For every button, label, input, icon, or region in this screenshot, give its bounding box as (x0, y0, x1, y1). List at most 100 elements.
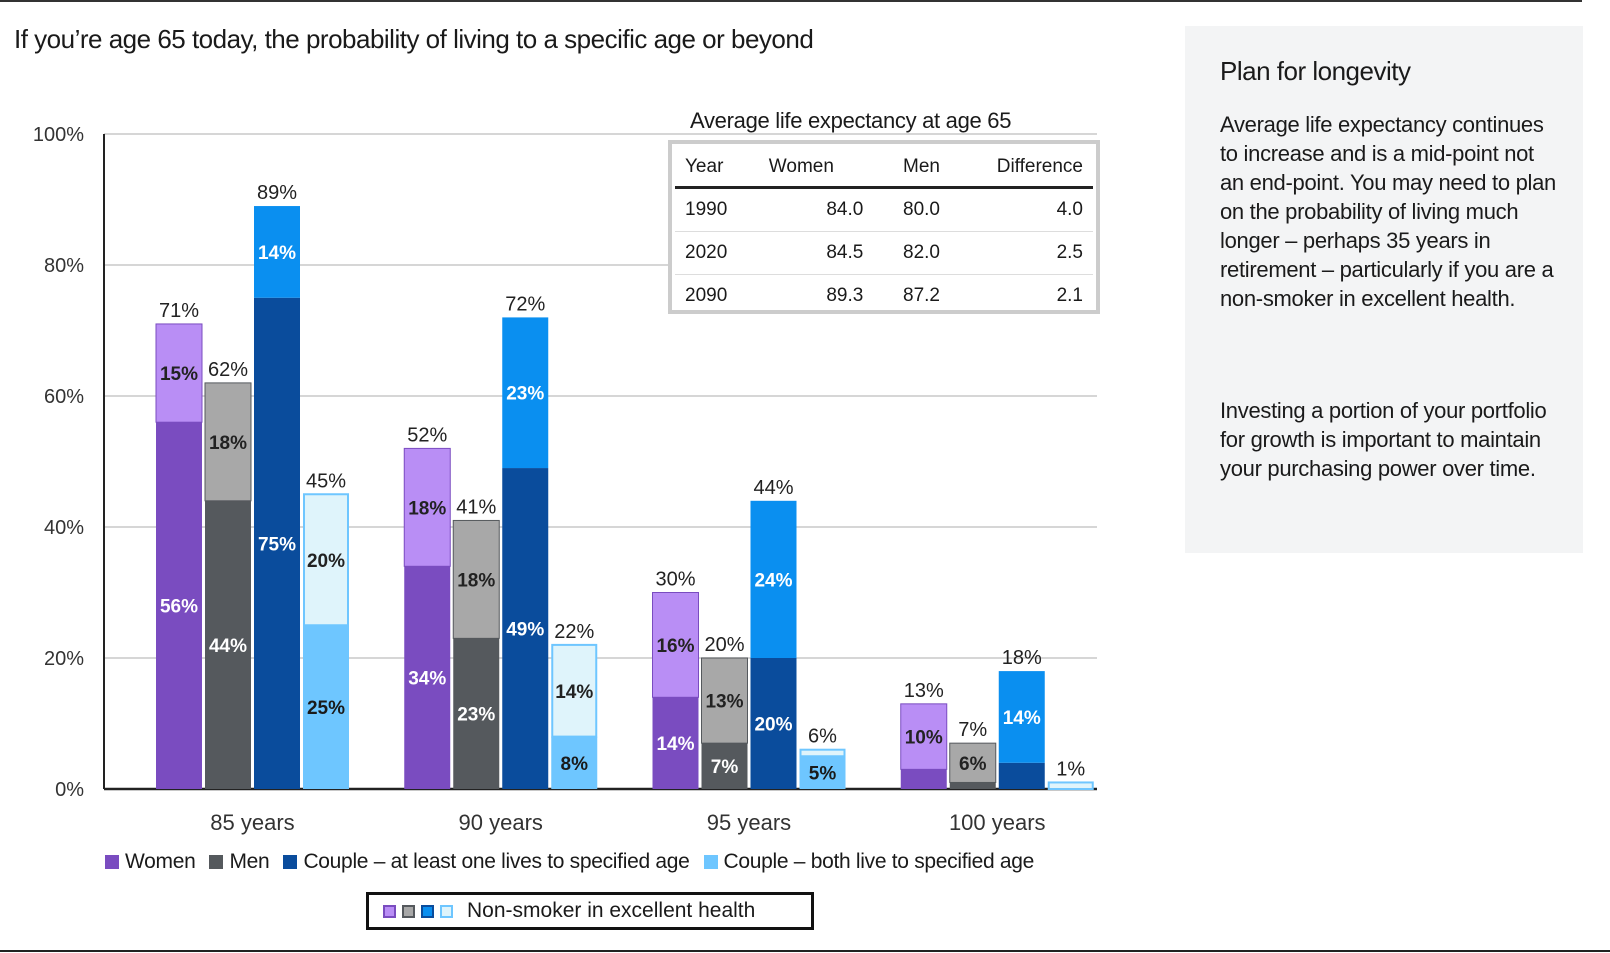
th-women: Women (758, 148, 874, 189)
data-label-total: 52% (407, 424, 447, 446)
data-label-total: 89% (257, 182, 297, 204)
data-label-total: 44% (753, 477, 793, 499)
bar-chart: 0% 20% 40% 60% 80% 100% 85 years 56% 15% 71% 44% 18… (33, 124, 1097, 835)
non-smoker-label: Non-smoker in excellent health (467, 899, 756, 922)
y-tick-label: 60% (44, 386, 84, 408)
data-label-total: 1% (1056, 758, 1085, 780)
swatch-icon (105, 855, 119, 870)
data-label-base: 49% (506, 620, 544, 641)
data-label-total: 22% (554, 621, 594, 643)
th-men: Men (873, 148, 950, 189)
data-label-total: 6% (808, 726, 837, 748)
bar-base (701, 743, 748, 789)
swatch-icon (421, 904, 434, 918)
bar-non-smoker (204, 382, 252, 502)
x-tick-label: 95 years (707, 810, 791, 835)
table-row: 2090 89.3 87.2 2.1 (675, 275, 1093, 318)
bar-base (303, 625, 349, 789)
y-tick-label: 80% (44, 255, 84, 277)
y-tick-label: 40% (44, 517, 84, 539)
table-row: 2020 84.5 82.0 2.5 (675, 231, 1093, 275)
legend-couple-both: Couple – both live to specified age (703, 850, 1035, 874)
data-label-non-smoker: 6% (959, 754, 987, 775)
data-label-non-smoker: 14% (258, 243, 296, 264)
bar-non-smoker (502, 317, 549, 469)
legend-couple-one: Couple – at least one lives to specified… (283, 850, 690, 874)
side-panel: Plan for longevity Average life expectan… (1185, 26, 1583, 553)
data-label-total: 41% (456, 496, 496, 518)
bar-non-smoker (949, 742, 997, 783)
bar-non-smoker (155, 323, 203, 423)
data-label-total: 7% (958, 719, 987, 741)
data-label-non-smoker: 15% (160, 364, 198, 385)
data-label-total: 45% (306, 470, 346, 492)
bar-non-smoker (750, 500, 797, 658)
bar-non-smoker (452, 519, 500, 639)
bar-base (551, 736, 598, 789)
legend-women: Women (105, 850, 196, 874)
legend-label: Couple – both live to specified age (723, 850, 1035, 873)
cell: 2090 (685, 285, 728, 306)
table-row: 1990 84.0 80.0 4.0 (675, 187, 1093, 232)
data-label-non-smoker: 20% (307, 551, 345, 572)
th-difference: Difference (950, 148, 1093, 189)
bar-non-smoker (551, 643, 598, 738)
data-label-non-smoker: 24% (754, 570, 792, 591)
cell: 87.2 (903, 285, 940, 306)
bar-base (799, 756, 846, 789)
data-label-base: 75% (258, 534, 296, 555)
swatch-icon (209, 855, 224, 870)
bar-base (998, 762, 1045, 789)
data-label-base: 56% (160, 597, 198, 618)
legend-men: Men (209, 850, 270, 874)
bar-base (453, 638, 500, 789)
bar-non-smoker (652, 592, 699, 698)
swatch-icon (440, 904, 453, 918)
data-label-base: 44% (209, 636, 247, 657)
bar-base (502, 468, 549, 789)
panel-paragraph-2: Investing a portion of your portfolio fo… (1220, 398, 1547, 481)
data-label-non-smoker: 18% (457, 570, 495, 591)
y-tick-label: 0% (55, 779, 84, 801)
data-label-total: 20% (704, 634, 744, 656)
bar-non-smoker (254, 206, 300, 298)
cell: 1990 (675, 187, 759, 232)
data-label-total: 71% (159, 300, 199, 322)
swatch-icon (703, 855, 718, 870)
cell: 4.0 (950, 187, 1093, 232)
data-label-total: 62% (208, 359, 248, 381)
legend-label: Men (229, 850, 270, 873)
bar-non-smoker (998, 671, 1045, 763)
cell: 2.5 (950, 231, 1093, 275)
panel-paragraph-1: Average life expectancy continues to inc… (1220, 112, 1556, 311)
top-rule (0, 0, 1582, 2)
legend: Women Men Couple – at least one lives to… (105, 850, 1034, 874)
bar-non-smoker (1047, 781, 1094, 791)
cell: 84.5 (758, 231, 874, 275)
cell: 80.0 (873, 187, 950, 232)
data-label-non-smoker: 16% (656, 636, 694, 657)
bar-base (900, 769, 947, 789)
bar-non-smoker (900, 703, 948, 770)
data-label-base: 14% (656, 734, 694, 755)
data-label-total: 13% (904, 680, 944, 702)
swatch-icon (383, 904, 396, 918)
non-smoker-legend: Non-smoker in excellent health (366, 892, 814, 930)
table-title: Average life expectancy at age 65 (690, 108, 1012, 133)
bar-base (949, 782, 996, 789)
cell: 82.0 (873, 231, 950, 275)
bar-base (750, 658, 797, 789)
swatch-icon (283, 855, 298, 870)
data-label-non-smoker: 10% (905, 728, 943, 749)
x-tick-label: 85 years (210, 810, 294, 835)
bar-base (652, 697, 699, 789)
bar-non-smoker (799, 748, 846, 758)
bar-base (254, 297, 300, 789)
th-year: Year (675, 148, 759, 189)
swatch-icon (402, 904, 415, 918)
data-label-non-smoker: 14% (555, 682, 593, 703)
life-expectancy-table: Year Women Men Difference 1990 84.0 80.0 4.… (668, 140, 1100, 314)
data-label-non-smoker: 23% (506, 384, 544, 405)
data-label-non-smoker: 13% (705, 692, 743, 713)
data-label-base: 5% (809, 764, 837, 785)
